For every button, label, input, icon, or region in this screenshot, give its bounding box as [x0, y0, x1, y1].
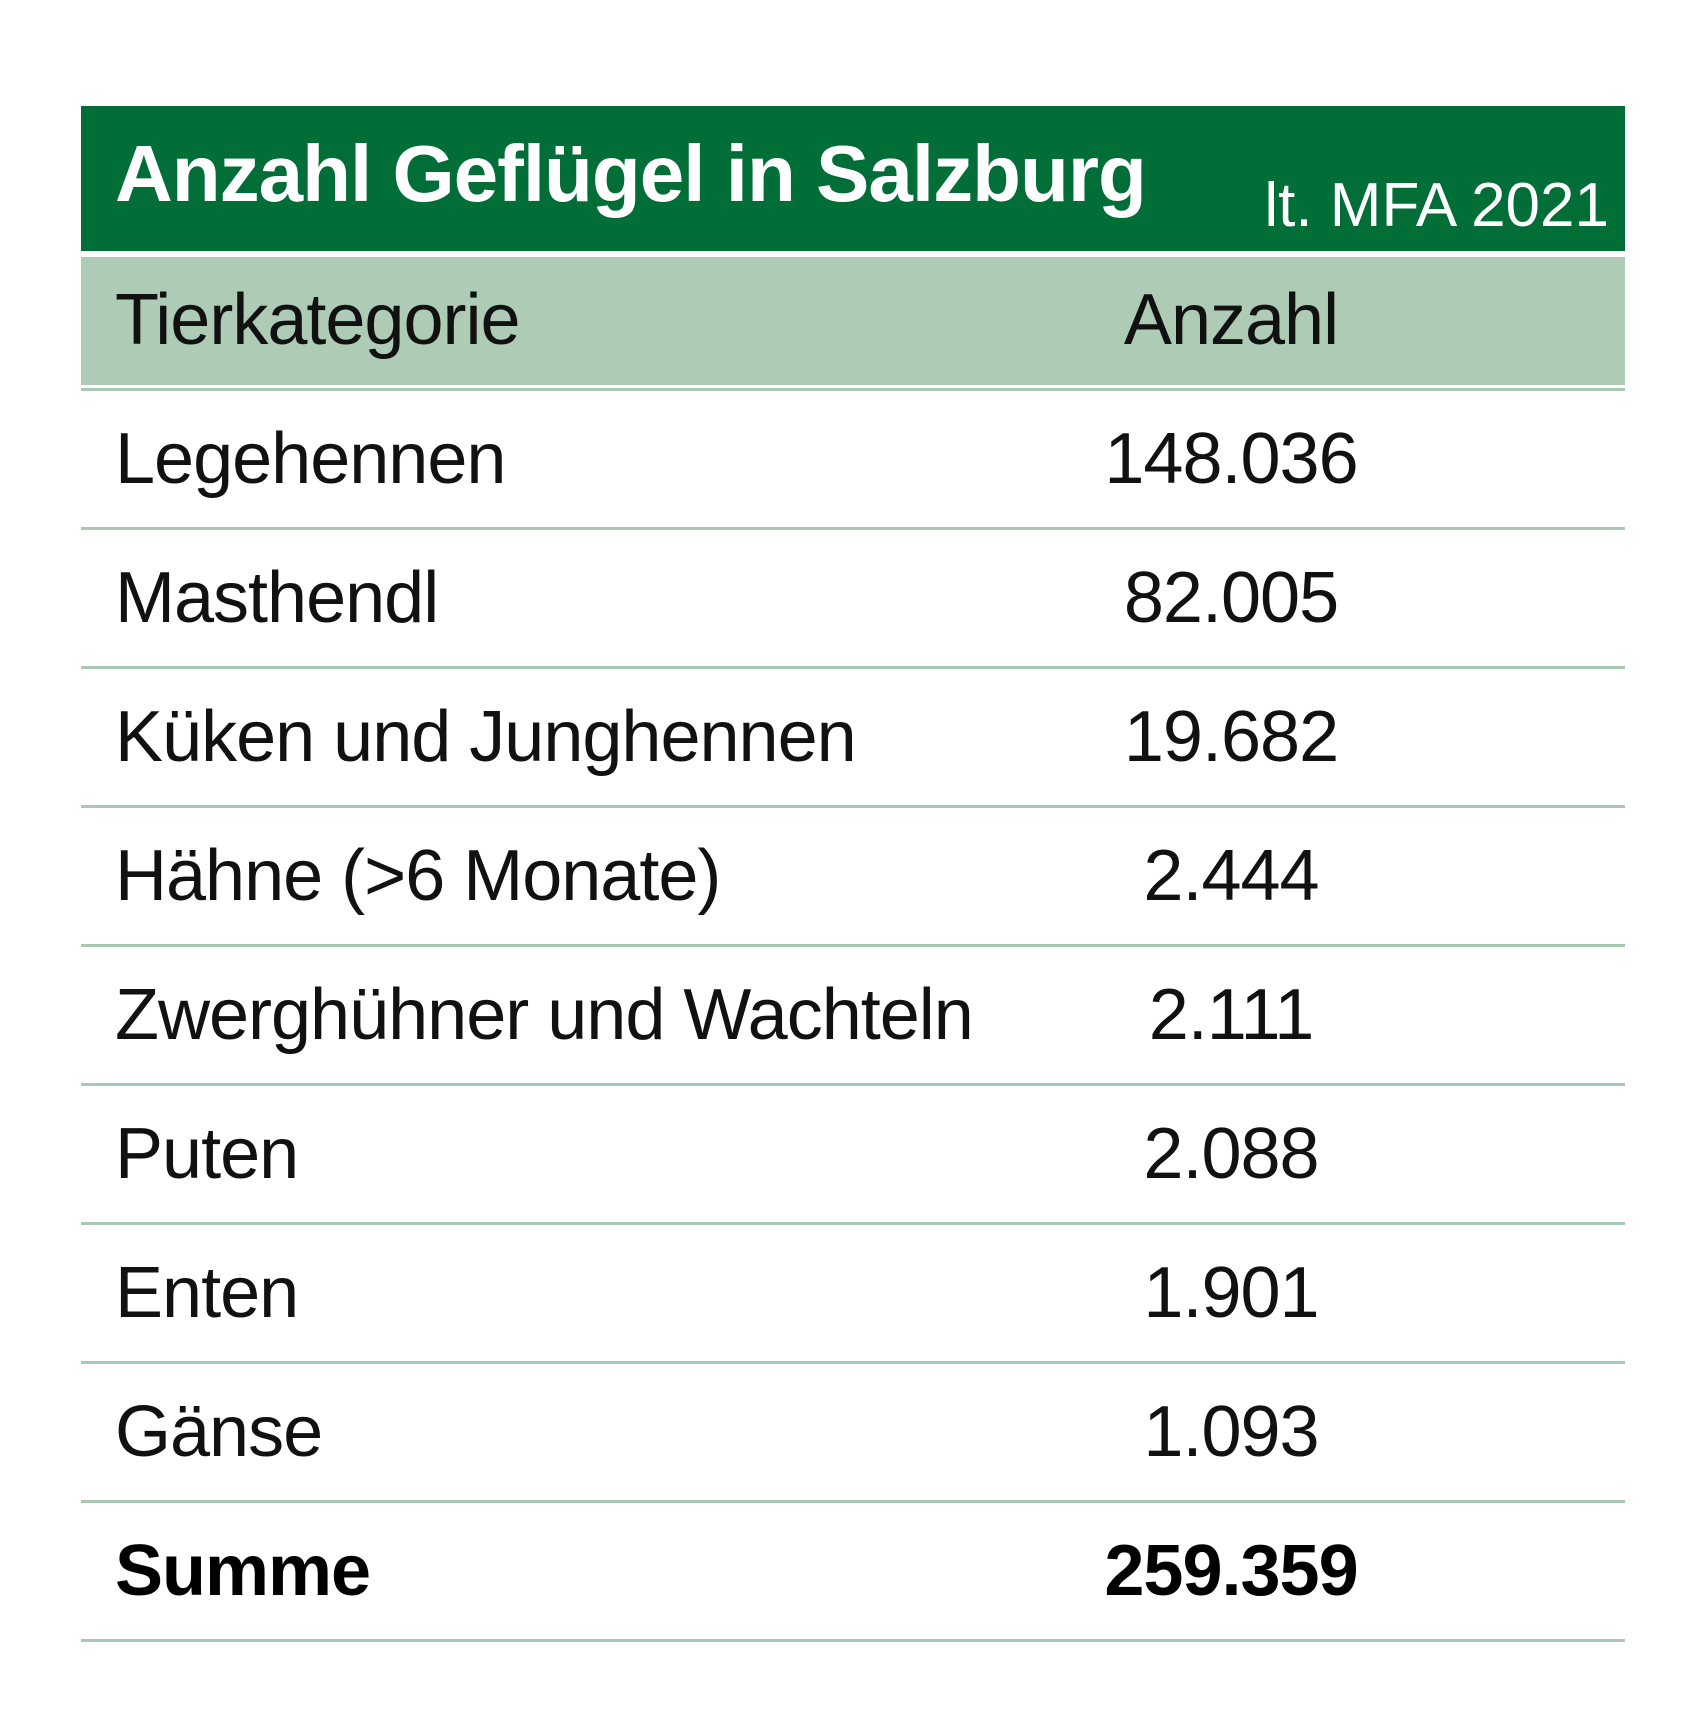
row-category-label: Puten [115, 1114, 299, 1194]
header-divider [81, 388, 1625, 391]
row-count-value: 82.005 [1123, 558, 1339, 638]
row-count-value: 2.111 [1148, 975, 1315, 1055]
table-row: Enten 1.901 [81, 1225, 1625, 1364]
row-count-value: 2.088 [1143, 1114, 1319, 1194]
table-header-row: Tierkategorie Anzahl [81, 257, 1625, 385]
table-title-bar: Anzahl Geflügel in Salzburg lt. MFA 2021 [81, 106, 1625, 251]
column-header-category: Tierkategorie [115, 279, 521, 360]
row-count-value: 148.036 [1104, 419, 1358, 499]
table-row: Hähne (>6 Monate) 2.444 [81, 808, 1625, 947]
row-category-label: Enten [115, 1253, 299, 1333]
row-category-label: Gänse [115, 1392, 323, 1472]
table-row: Gänse 1.093 [81, 1364, 1625, 1503]
poultry-table: Anzahl Geflügel in Salzburg lt. MFA 2021… [81, 106, 1625, 1642]
row-category-label: Küken und Junghennen [115, 697, 857, 777]
table-body: Legehennen 148.036 Masthendl 82.005 Küken un… [81, 391, 1625, 1503]
row-count-value: 19.682 [1123, 697, 1339, 777]
table-row: Masthendl 82.005 [81, 530, 1625, 669]
total-value: 259.359 [1104, 1531, 1358, 1611]
row-count-value: 1.093 [1143, 1392, 1319, 1472]
row-count-value: 1.901 [1143, 1253, 1319, 1333]
column-header-count: Anzahl [1123, 279, 1339, 360]
table-row: Zwerghühner und Wachteln 2.111 [81, 947, 1625, 1086]
table-row: Küken und Junghennen 19.682 [81, 669, 1625, 808]
table-title: Anzahl Geflügel in Salzburg [115, 129, 1147, 218]
row-category-label: Hähne (>6 Monate) [115, 836, 721, 916]
table-subtitle: lt. MFA 2021 [1264, 171, 1609, 240]
total-label: Summe [115, 1531, 371, 1611]
table-row: Legehennen 148.036 [81, 391, 1625, 530]
row-category-label: Zwerghühner und Wachteln [115, 975, 974, 1055]
row-category-label: Legehennen [115, 419, 506, 499]
row-category-label: Masthendl [115, 558, 439, 638]
table-row: Puten 2.088 [81, 1086, 1625, 1225]
table-total-row: Summe 259.359 [81, 1503, 1625, 1642]
row-count-value: 2.444 [1143, 836, 1319, 916]
